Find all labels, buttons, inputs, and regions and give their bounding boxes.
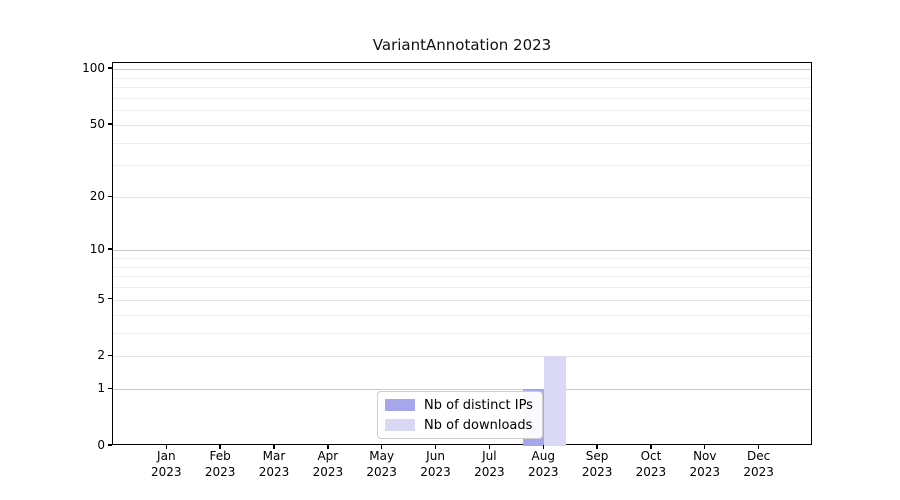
x-tick-label-month: Nov — [693, 449, 717, 463]
bar-nb-of-downloads-aug — [544, 356, 566, 446]
y-tick-label: 5 — [97, 291, 105, 306]
y-tick-label: 0 — [97, 438, 105, 452]
y-tick-mark — [108, 67, 112, 69]
x-tick-label: Jul 2023 — [457, 449, 521, 480]
y-gridline-major — [113, 356, 811, 358]
x-tick-mark — [488, 445, 491, 449]
y-gridline-major — [113, 389, 811, 391]
x-tick-mark — [219, 445, 221, 449]
y-gridline-major — [113, 197, 811, 199]
y-tick-label: 100 — [82, 61, 105, 75]
y-gridline-minor — [113, 87, 811, 89]
x-tick-label: Mar 2023 — [242, 449, 306, 480]
x-tick-label-year: 2023 — [366, 464, 397, 479]
x-tick-label: Nov 2023 — [673, 449, 737, 480]
y-gridline-major — [113, 69, 811, 70]
x-tick-label-month: Feb — [209, 449, 231, 463]
x-tick-mark — [381, 445, 383, 449]
x-tick-label: Jun 2023 — [404, 449, 468, 480]
x-tick-label-year: 2023 — [474, 464, 505, 479]
x-tick-label: Feb 2023 — [188, 449, 252, 480]
legend-label-downloads: Nb of downloads — [424, 417, 533, 433]
x-tick-label-year: 2023 — [581, 464, 613, 479]
x-tick-label-year: 2023 — [258, 464, 290, 479]
y-gridline-minor — [113, 314, 811, 316]
y-gridline-minor — [113, 276, 811, 278]
legend: Nb of distinct IPs Nb of downloads — [377, 391, 543, 439]
y-gridline-major — [113, 124, 811, 126]
x-tick-mark — [165, 445, 167, 449]
legend-swatch-downloads-icon — [385, 419, 415, 431]
x-tick-label: Dec 2023 — [727, 449, 791, 480]
y-gridline-minor — [113, 257, 811, 259]
legend-label-distinct-ips: Nb of distinct IPs — [424, 397, 533, 413]
y-tick-label: 2 — [97, 348, 105, 363]
x-tick-label-year: 2023 — [689, 464, 721, 479]
x-tick-label-month: May — [369, 449, 395, 463]
plot-area — [112, 62, 812, 446]
x-tick-label-year: 2023 — [527, 464, 559, 479]
y-tick-label: 1 — [97, 381, 105, 396]
x-tick-label-year: 2023 — [635, 464, 667, 479]
y-tick-label: 50 — [89, 116, 105, 131]
x-tick-label-year: 2023 — [312, 464, 344, 479]
y-gridline-minor — [113, 77, 811, 79]
x-tick-label: Jan 2023 — [134, 449, 198, 480]
y-gridline-major — [113, 250, 811, 252]
x-tick-label-month: Dec — [747, 449, 771, 463]
x-tick-label-month: Sep — [585, 449, 609, 463]
y-gridline-minor — [113, 287, 811, 289]
x-tick-mark — [434, 445, 437, 449]
y-gridline-minor — [113, 97, 811, 99]
x-tick-label-month: Oct — [640, 449, 662, 463]
y-tick-label: 20 — [89, 189, 105, 204]
y-tick-mark — [108, 297, 112, 300]
y-tick-mark — [108, 123, 112, 125]
legend-swatch-distinct-ips-icon — [385, 399, 415, 411]
y-tick-mark — [108, 387, 112, 390]
chart-title: VariantAnnotation 2023 — [372, 36, 552, 54]
x-tick-label-month: Jul — [482, 449, 497, 463]
y-tick-mark — [108, 195, 112, 197]
y-tick-mark — [108, 444, 112, 446]
x-tick-mark — [704, 445, 706, 449]
x-tick-mark — [327, 445, 329, 449]
y-tick-label: 10 — [89, 242, 105, 257]
y-tick-mark — [108, 248, 112, 250]
x-tick-label: Oct 2023 — [619, 449, 683, 480]
x-tick-label: May 2023 — [350, 449, 414, 480]
x-tick-mark — [542, 445, 544, 449]
x-tick-label-month: Jun — [426, 449, 445, 463]
x-tick-label-month: Jan — [157, 449, 176, 463]
x-tick-mark — [273, 445, 275, 449]
x-tick-label-month: Aug — [531, 449, 555, 463]
x-tick-label: Apr 2023 — [296, 449, 360, 480]
y-tick-mark — [108, 354, 112, 356]
y-gridline-minor — [113, 332, 811, 334]
x-tick-label-year: 2023 — [743, 464, 774, 479]
y-gridline-minor — [113, 142, 811, 144]
x-tick-label-year: 2023 — [204, 464, 236, 479]
x-tick-mark — [596, 445, 598, 449]
y-gridline-minor — [113, 110, 811, 112]
y-gridline-minor — [113, 266, 811, 268]
x-tick-mark — [650, 445, 652, 449]
x-tick-label-month: Mar — [262, 449, 286, 463]
legend-item-distinct-ips: Nb of distinct IPs — [385, 397, 533, 413]
x-tick-label: Sep 2023 — [565, 449, 629, 480]
x-tick-label-year: 2023 — [151, 464, 182, 479]
x-tick-mark — [757, 445, 760, 449]
x-tick-label: Aug 2023 — [511, 449, 575, 480]
y-gridline-major — [113, 299, 811, 301]
x-tick-label-month: Apr — [317, 449, 339, 463]
x-tick-label-year: 2023 — [420, 464, 451, 479]
legend-item-downloads: Nb of downloads — [385, 417, 533, 433]
y-gridline-minor — [113, 165, 811, 167]
